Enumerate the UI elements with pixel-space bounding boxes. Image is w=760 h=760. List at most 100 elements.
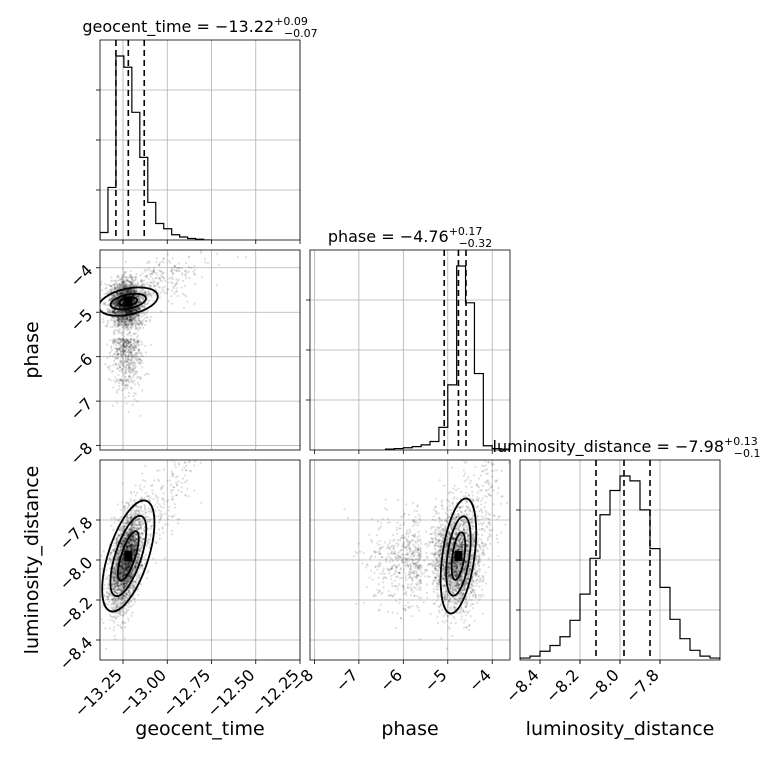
scatter-point — [134, 494, 137, 497]
scatter-point — [130, 284, 133, 288]
scatter-point — [125, 309, 128, 312]
scatter-point — [120, 301, 123, 304]
scatter-point — [118, 324, 121, 327]
scatter-point — [131, 323, 134, 327]
scatter-point — [129, 351, 132, 354]
scatter-point — [124, 317, 127, 321]
scatter-point — [114, 322, 117, 326]
scatter-point — [119, 310, 122, 313]
scatter-point — [123, 317, 126, 320]
scatter-point — [128, 331, 132, 334]
scatter-point — [112, 386, 115, 389]
scatter-point — [175, 453, 177, 455]
scatter-point — [116, 318, 119, 322]
scatter-point — [125, 354, 128, 357]
scatter-point — [127, 341, 130, 344]
scatter-point — [130, 387, 133, 390]
scatter-point — [175, 494, 178, 497]
scatter-point — [121, 277, 125, 280]
scatter-point — [112, 341, 115, 344]
scatter-point — [146, 302, 149, 305]
scatter-point — [115, 301, 119, 305]
scatter-point — [111, 294, 114, 297]
scatter-point — [112, 311, 115, 314]
scatter-point — [113, 294, 116, 298]
scatter-point — [166, 288, 169, 291]
scatter-point — [162, 492, 165, 495]
scatter-point — [117, 310, 120, 313]
scatter-point — [132, 354, 135, 357]
scatter-point — [126, 310, 130, 313]
scatter-point — [142, 279, 146, 282]
scatter-point — [121, 309, 124, 313]
scatter-point — [125, 278, 128, 281]
scatter-point — [139, 377, 142, 380]
scatter-point — [123, 284, 126, 287]
scatter-point — [188, 255, 191, 258]
scatter-point — [121, 320, 124, 323]
scatter-point — [131, 403, 134, 406]
scatter-point — [110, 370, 113, 374]
scatter-point — [131, 308, 135, 311]
scatter-point — [122, 301, 125, 305]
scatter-point — [120, 319, 123, 322]
scatter-point — [142, 288, 145, 291]
scatter-point — [129, 320, 132, 323]
scatter-point — [117, 331, 120, 334]
scatter-point — [122, 345, 126, 348]
scatter-point — [127, 348, 130, 351]
scatter-point — [122, 318, 125, 322]
scatter-point — [114, 380, 117, 384]
scatter-point — [140, 354, 143, 357]
scatter-point — [126, 367, 130, 371]
scatter-point — [173, 268, 176, 271]
scatter-point — [112, 293, 115, 296]
scatter-point — [112, 283, 116, 286]
scatter-point — [122, 344, 125, 347]
scatter-point — [127, 289, 130, 292]
scatter-point — [169, 269, 173, 273]
scatter-point — [125, 318, 129, 321]
scatter-point — [141, 321, 144, 324]
scatter-point — [112, 284, 115, 287]
scatter-point — [121, 364, 124, 367]
scatter-point — [121, 316, 124, 319]
scatter-point — [133, 345, 136, 348]
scatter-point — [135, 346, 138, 350]
scatter-point — [132, 346, 136, 350]
scatter-point — [133, 367, 136, 370]
scatter-point — [116, 279, 119, 282]
scatter-point — [134, 290, 137, 294]
scatter-point — [133, 300, 136, 303]
scatter-point — [110, 297, 113, 300]
scatter-point — [107, 600, 111, 603]
scatter-point — [122, 373, 125, 376]
scatter-point — [118, 293, 121, 296]
scatter-point — [121, 292, 124, 295]
scatter-point — [132, 284, 136, 287]
scatter-point — [123, 317, 126, 320]
scatter-point — [103, 293, 106, 296]
scatter-point — [120, 302, 123, 305]
scatter-point — [125, 380, 128, 383]
scatter-point — [109, 299, 112, 302]
scatter-point — [158, 261, 162, 265]
scatter-point — [141, 315, 144, 318]
scatter-point — [120, 338, 123, 341]
scatter-point — [147, 516, 150, 519]
scatter-point — [137, 294, 141, 298]
scatter-point — [113, 319, 116, 322]
scatter-point — [134, 290, 137, 293]
scatter-point — [123, 344, 126, 348]
scatter-point — [132, 294, 135, 297]
scatter-point — [133, 310, 136, 313]
scatter-point — [117, 292, 120, 295]
scatter-point — [121, 280, 124, 283]
scatter-point — [136, 295, 139, 299]
scatter-point — [105, 286, 108, 290]
scatter-point — [122, 282, 125, 285]
scatter-point — [120, 278, 123, 281]
scatter-point — [138, 313, 141, 317]
scatter-point — [133, 315, 136, 319]
scatter-point — [140, 496, 143, 499]
